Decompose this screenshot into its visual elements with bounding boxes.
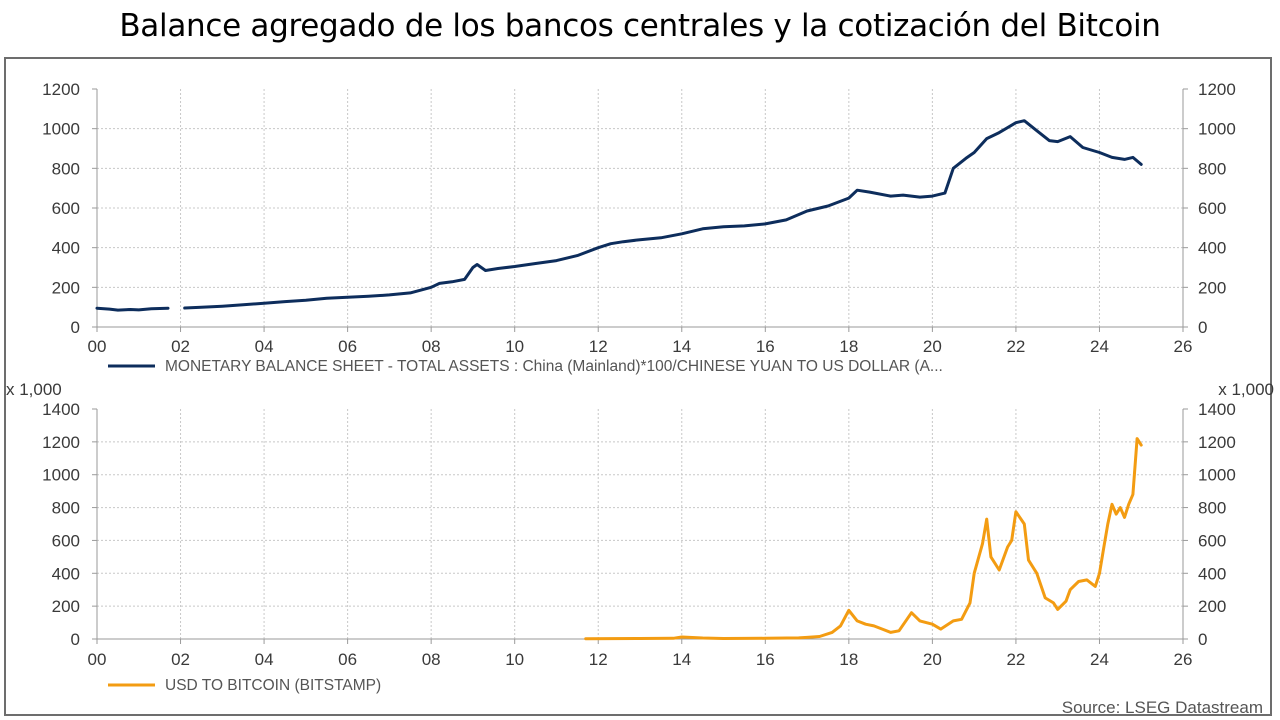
x-tick-label: 14 [672, 650, 691, 669]
x-tick-label: 20 [923, 337, 942, 356]
y-tick-label-left: 800 [52, 159, 80, 178]
x-tick-label: 24 [1090, 337, 1109, 356]
x-tick-label: 18 [839, 337, 858, 356]
page-title: Balance agregado de los bancos centrales… [119, 8, 1161, 44]
legend-label: MONETARY BALANCE SHEET - TOTAL ASSETS : … [165, 358, 943, 375]
x-tick-label: 16 [756, 337, 775, 356]
y-tick-label-left: 600 [52, 199, 80, 218]
y-tick-label-right: 800 [1198, 499, 1226, 518]
x-tick-label: 02 [171, 650, 190, 669]
x-tick-label: 04 [255, 337, 274, 356]
x-tick-label: 08 [422, 650, 441, 669]
x-tick-label: 22 [1006, 337, 1025, 356]
y-tick-label-right: 1000 [1198, 120, 1236, 139]
x-tick-label: 12 [589, 650, 608, 669]
y-tick-label-left: 400 [52, 239, 80, 258]
x-tick-label: 06 [338, 337, 357, 356]
x-tick-label: 14 [672, 337, 691, 356]
y-tick-label-left: 200 [52, 597, 80, 616]
x-tick-label: 10 [505, 650, 524, 669]
y-tick-label-right: 600 [1198, 531, 1226, 550]
y-tick-label-left: 400 [52, 564, 80, 583]
y-tick-label-right: 1000 [1198, 466, 1236, 485]
x-tick-label: 20 [923, 650, 942, 669]
y-tick-label-left: 1200 [42, 80, 80, 99]
y-tick-label-left: 800 [52, 499, 80, 518]
x-tick-label: 26 [1174, 650, 1193, 669]
x-tick-label: 24 [1090, 650, 1109, 669]
x-tick-label: 02 [171, 337, 190, 356]
y-tick-label-right: 1200 [1198, 80, 1236, 99]
y-tick-label-right: 200 [1198, 278, 1226, 297]
y-tick-label-left: 1200 [42, 433, 80, 452]
y-tick-label-right: 1400 [1198, 400, 1236, 419]
y-multiplier-label-right: x 1,000 [1218, 380, 1274, 399]
y-tick-label-left: 0 [71, 630, 80, 649]
x-tick-label: 00 [88, 650, 107, 669]
source-note: Source: LSEG Datastream [1062, 698, 1263, 717]
x-tick-label: 26 [1174, 337, 1193, 356]
y-tick-label-right: 200 [1198, 597, 1226, 616]
chart-frame [4, 57, 1272, 716]
x-tick-label: 16 [756, 650, 775, 669]
y-tick-label-left: 600 [52, 531, 80, 550]
y-tick-label-right: 400 [1198, 239, 1226, 258]
y-tick-label-right: 400 [1198, 564, 1226, 583]
y-tick-label-right: 1200 [1198, 433, 1236, 452]
series-line [95, 306, 170, 312]
y-tick-label-left: 1000 [42, 120, 80, 139]
y-tick-label-right: 800 [1198, 159, 1226, 178]
y-tick-label-left: 1000 [42, 466, 80, 485]
x-tick-label: 04 [255, 650, 274, 669]
legend-label: USD TO BITCOIN (BITSTAMP) [165, 677, 381, 694]
y-tick-label-right: 600 [1198, 199, 1226, 218]
y-tick-label-left: 0 [71, 318, 80, 337]
x-tick-label: 06 [338, 650, 357, 669]
y-tick-label-right: 0 [1198, 318, 1207, 337]
y-tick-label-left: 200 [52, 278, 80, 297]
x-tick-label: 00 [88, 337, 107, 356]
x-tick-label: 22 [1006, 650, 1025, 669]
y-tick-label-left: 1400 [42, 400, 80, 419]
series-line [183, 119, 1143, 310]
series-line [584, 437, 1143, 641]
x-tick-label: 08 [422, 337, 441, 356]
x-tick-label: 10 [505, 337, 524, 356]
x-tick-label: 12 [589, 337, 608, 356]
y-tick-label-right: 0 [1198, 630, 1207, 649]
y-multiplier-label-left: x 1,000 [6, 380, 62, 399]
x-tick-label: 18 [839, 650, 858, 669]
